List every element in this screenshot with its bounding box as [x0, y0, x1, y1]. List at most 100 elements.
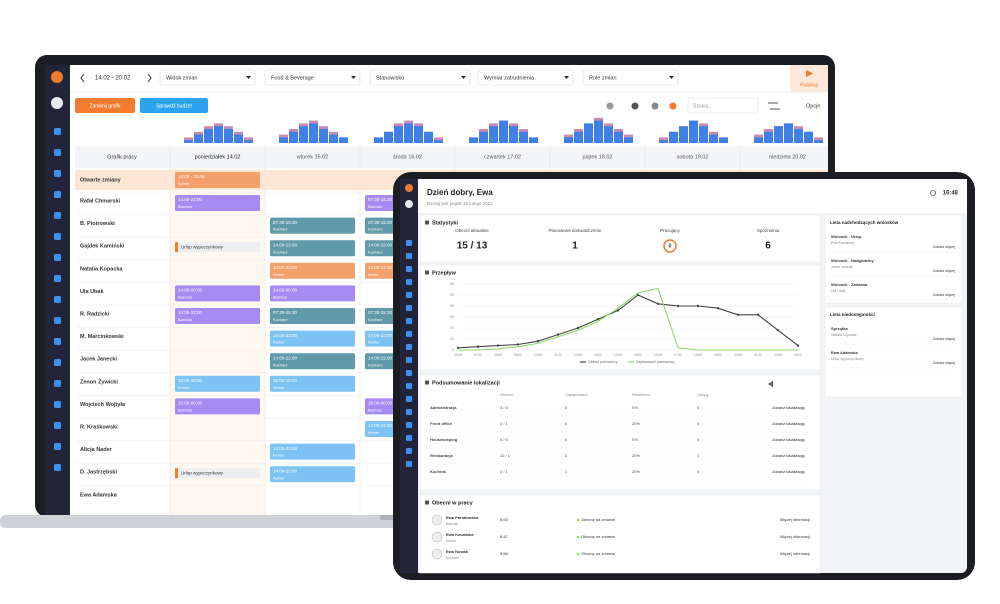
sidebar-icon[interactable] — [406, 253, 412, 259]
sidebar-icon[interactable] — [406, 305, 412, 311]
sidebar-icon[interactable] — [406, 240, 412, 246]
sidebar-icon[interactable] — [406, 461, 412, 467]
row-link[interactable]: Zobacz lokalizację — [772, 469, 805, 474]
sidebar-icon[interactable] — [54, 170, 61, 177]
cell: 0 — [565, 405, 568, 410]
sidebar-icon[interactable] — [54, 422, 61, 429]
sidebar-icon[interactable] — [54, 233, 61, 240]
tool-icon[interactable] — [669, 102, 677, 110]
shift-block[interactable] — [270, 217, 355, 234]
close-button[interactable] — [75, 98, 135, 113]
staff-bar — [469, 137, 478, 143]
staff-bar — [204, 129, 213, 143]
sidebar-icon[interactable] — [54, 296, 61, 303]
check-in: 8:00 — [500, 517, 509, 522]
shift-time: 07:30-15:30 — [368, 220, 393, 225]
sidebar-icon[interactable] — [406, 266, 412, 272]
item-link[interactable]: Zobacz więcej — [933, 293, 955, 297]
shift-role: Kucharz — [368, 227, 383, 232]
shift-role: Kelner — [273, 340, 285, 345]
export-icon[interactable] — [768, 381, 773, 387]
row-link[interactable]: Zobacz lokalizację — [772, 421, 805, 426]
sidebar-icon[interactable] — [54, 380, 61, 387]
shift-block[interactable] — [270, 308, 355, 324]
row-link[interactable]: Zobacz lokalizację — [772, 453, 805, 458]
publish-button[interactable] — [790, 65, 828, 92]
sidebar-icon[interactable] — [406, 396, 412, 402]
options-label[interactable]: Opcje — [806, 103, 820, 109]
sidebar-icon[interactable] — [406, 357, 412, 363]
shift-block[interactable] — [175, 172, 260, 188]
employee-name: D. Jastrzębski — [80, 470, 117, 476]
sidebar-icon[interactable] — [406, 448, 412, 454]
row-link[interactable]: Więcej informacji — [780, 551, 810, 556]
check-in: 8:47 — [500, 534, 509, 539]
shift-block[interactable] — [270, 353, 355, 370]
shift-block[interactable] — [175, 195, 260, 211]
sidebar-icon[interactable] — [54, 317, 61, 324]
sidebar-icon[interactable] — [54, 275, 61, 282]
shift-block[interactable] — [270, 443, 355, 460]
shift-block[interactable] — [175, 398, 260, 415]
shift-block[interactable] — [270, 262, 355, 279]
avatar — [51, 71, 63, 83]
shift-block[interactable] — [175, 285, 260, 302]
shift-block[interactable] — [270, 375, 355, 392]
sidebar-icon[interactable] — [54, 359, 61, 366]
day-label: sobota 19.02 — [677, 154, 709, 160]
shift-block[interactable] — [175, 308, 260, 324]
filter-dropdown[interactable] — [582, 69, 679, 86]
shift-block[interactable] — [270, 466, 355, 483]
sidebar-icon[interactable] — [406, 292, 412, 298]
sidebar-icon[interactable] — [54, 191, 61, 198]
row-link[interactable]: Zobacz lokalizację — [772, 405, 805, 410]
filter-dropdown[interactable] — [264, 69, 361, 86]
search-box[interactable] — [687, 97, 759, 114]
shift-time: 14:00 - 22:00 — [178, 174, 205, 179]
sidebar-icon[interactable] — [406, 383, 412, 389]
shift-block[interactable] — [270, 240, 355, 257]
next-arrow[interactable] — [147, 73, 152, 83]
sidebar-icon[interactable] — [406, 344, 412, 350]
budget-button[interactable] — [140, 98, 208, 113]
sidebar-icon[interactable] — [54, 149, 61, 156]
sidebar-icon[interactable] — [406, 370, 412, 376]
sidebar-icon[interactable] — [406, 435, 412, 441]
item-link[interactable]: Zobacz więcej — [933, 337, 955, 341]
item-link[interactable]: Zobacz więcej — [933, 245, 955, 249]
search-placeholder: Szukaj... — [693, 103, 712, 109]
sidebar-icon[interactable] — [406, 422, 412, 428]
shift-time: 14:00-00:00 — [273, 288, 298, 293]
sidebar-icon[interactable] — [406, 331, 412, 337]
row-link[interactable]: Więcej informacji — [780, 517, 810, 522]
sidebar-icon[interactable] — [54, 212, 61, 219]
filter-dropdown[interactable] — [159, 69, 256, 86]
tool-icon[interactable] — [606, 102, 614, 110]
item-title: Wniosek - Zamiana — [831, 282, 868, 287]
sidebar-icon[interactable] — [406, 409, 412, 415]
item-link[interactable]: Zobacz więcej — [933, 269, 955, 273]
shift-block[interactable] — [270, 330, 355, 347]
sidebar-icon[interactable] — [406, 318, 412, 324]
sidebar-icon[interactable] — [54, 443, 61, 450]
sidebar-icon[interactable] — [54, 464, 61, 471]
card-title: Lista niedostępności — [830, 312, 875, 317]
sidebar-icon[interactable] — [54, 338, 61, 345]
filter-dropdown[interactable] — [369, 69, 471, 86]
staff-bar — [659, 140, 668, 143]
tool-icon[interactable] — [651, 102, 659, 110]
shift-block[interactable] — [270, 285, 355, 302]
prev-arrow[interactable] — [80, 73, 85, 83]
sidebar-icon[interactable] — [54, 254, 61, 261]
sidebar-icon[interactable] — [406, 279, 412, 285]
staff-bar — [479, 131, 488, 143]
filter-dropdown[interactable] — [477, 69, 574, 86]
item-link[interactable]: Zobacz więcej — [933, 361, 955, 365]
sidebar-icon[interactable] — [54, 401, 61, 408]
sidebar-icon[interactable] — [54, 128, 61, 135]
row-link[interactable]: Więcej informacji — [780, 534, 810, 539]
swap-icon[interactable] — [768, 102, 780, 110]
shift-block[interactable] — [175, 375, 260, 392]
row-link[interactable]: Zobacz lokalizację — [772, 437, 805, 442]
tool-icon[interactable] — [631, 102, 639, 110]
